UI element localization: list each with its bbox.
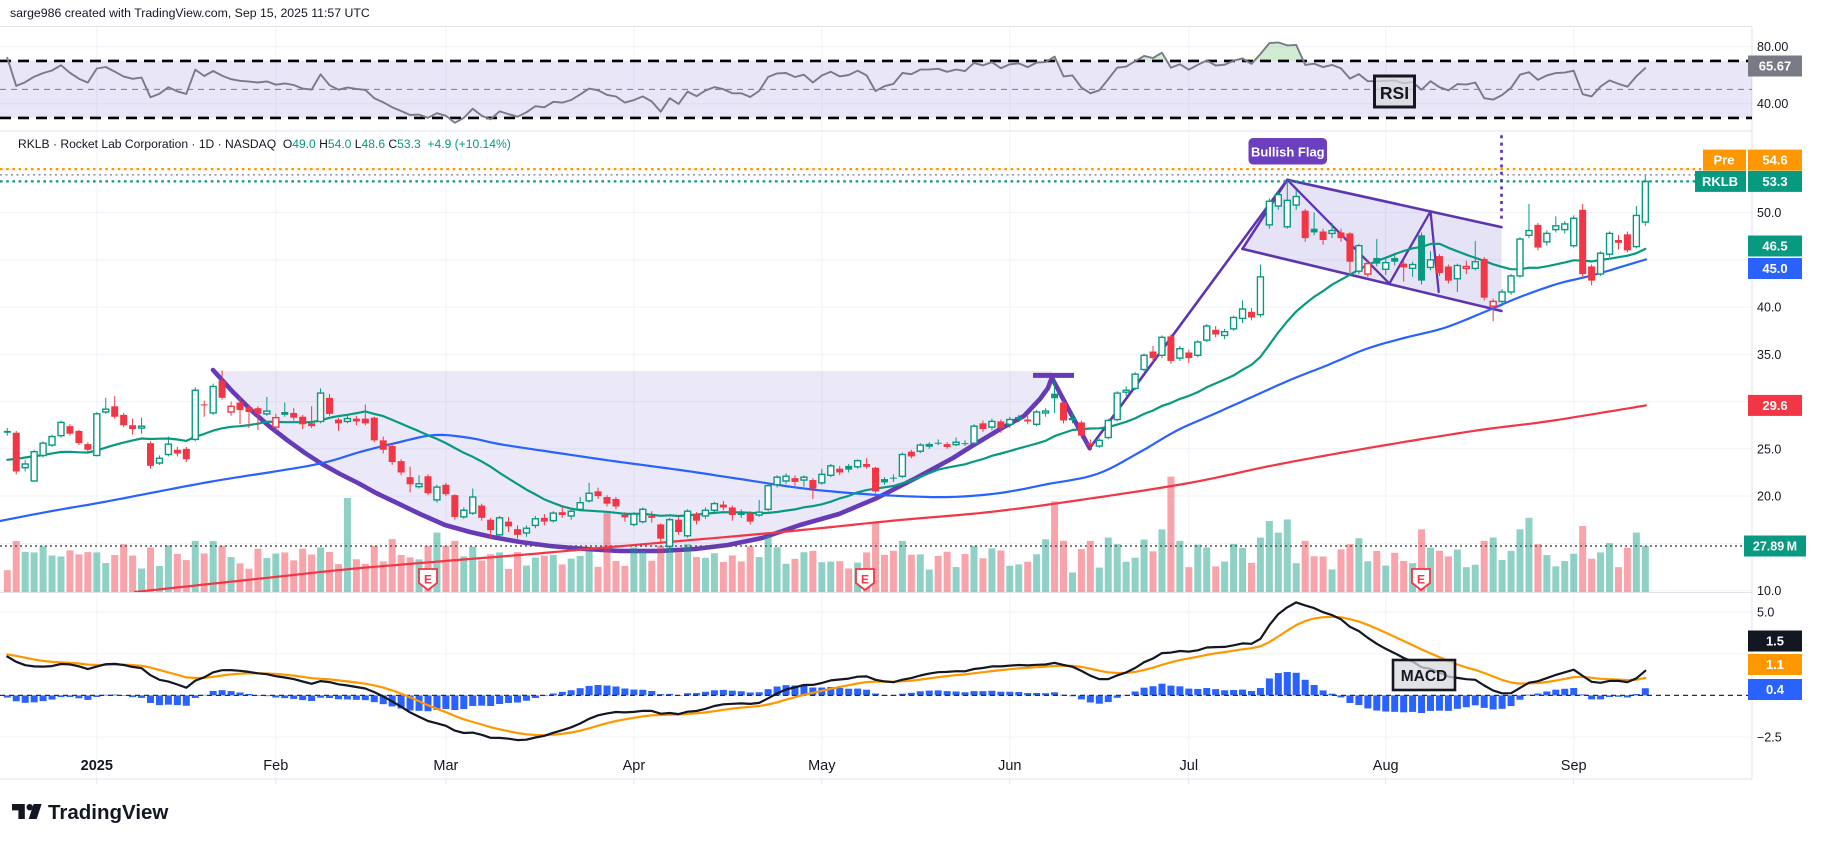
svg-text:27.89 M: 27.89 M	[1753, 540, 1797, 554]
svg-text:1.1: 1.1	[1766, 657, 1784, 672]
svg-text:1.5: 1.5	[1766, 634, 1784, 649]
svg-text:53.3: 53.3	[1762, 174, 1787, 189]
svg-text:Feb: Feb	[263, 758, 288, 774]
svg-text:20.0: 20.0	[1757, 490, 1781, 504]
svg-text:40.00: 40.00	[1757, 97, 1788, 111]
svg-text:Sep: Sep	[1561, 758, 1587, 774]
svg-text:80.00: 80.00	[1757, 40, 1788, 54]
svg-text:46.5: 46.5	[1762, 239, 1787, 254]
svg-text:54.6: 54.6	[1762, 153, 1787, 168]
svg-text:E: E	[861, 573, 869, 587]
svg-text:40.0: 40.0	[1757, 301, 1781, 315]
svg-text:Bullish Flag: Bullish Flag	[1251, 145, 1325, 160]
svg-text:25.0: 25.0	[1757, 442, 1781, 456]
svg-text:E: E	[1417, 573, 1425, 587]
svg-text:Jun: Jun	[998, 758, 1021, 774]
svg-text:May: May	[808, 758, 836, 774]
svg-text:RSI: RSI	[1380, 83, 1409, 103]
svg-text:50.0: 50.0	[1757, 206, 1781, 220]
svg-text:TradingView: TradingView	[48, 801, 168, 824]
svg-text:65.67: 65.67	[1759, 59, 1792, 74]
svg-text:2025: 2025	[81, 758, 113, 774]
svg-text:E: E	[424, 573, 432, 587]
svg-text:29.6: 29.6	[1762, 398, 1787, 413]
svg-text:−2.5: −2.5	[1757, 731, 1782, 745]
svg-text:MACD: MACD	[1401, 668, 1448, 685]
svg-text:Aug: Aug	[1373, 758, 1399, 774]
svg-text:45.0: 45.0	[1762, 261, 1787, 276]
svg-text:0.4: 0.4	[1766, 682, 1785, 697]
svg-text:Pre: Pre	[1714, 153, 1735, 168]
svg-text:10.0: 10.0	[1757, 584, 1781, 598]
svg-text:sarge986 created with TradingV: sarge986 created with TradingView.com, S…	[10, 6, 370, 20]
svg-text:Mar: Mar	[433, 758, 458, 774]
svg-text:RKLB · Rocket Lab Corporation: RKLB · Rocket Lab Corporation · 1D · NAS…	[18, 137, 511, 151]
svg-text:5.0: 5.0	[1757, 606, 1774, 620]
svg-text:35.0: 35.0	[1757, 348, 1781, 362]
svg-text:Apr: Apr	[623, 758, 646, 774]
svg-text:RKLB: RKLB	[1702, 174, 1738, 189]
svg-text:Jul: Jul	[1180, 758, 1199, 774]
